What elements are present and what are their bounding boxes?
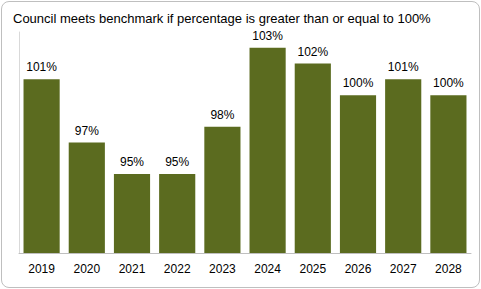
svg-text:2028: 2028 bbox=[435, 262, 462, 276]
svg-text:2021: 2021 bbox=[119, 262, 146, 276]
svg-text:101%: 101% bbox=[388, 60, 419, 74]
svg-text:2026: 2026 bbox=[345, 262, 372, 276]
svg-text:97%: 97% bbox=[75, 124, 99, 138]
svg-text:102%: 102% bbox=[297, 45, 328, 59]
svg-text:95%: 95% bbox=[165, 155, 189, 169]
svg-text:2027: 2027 bbox=[390, 262, 417, 276]
svg-text:2020: 2020 bbox=[73, 262, 100, 276]
svg-text:101%: 101% bbox=[26, 60, 57, 74]
svg-text:100%: 100% bbox=[343, 76, 374, 90]
svg-text:100%: 100% bbox=[433, 76, 464, 90]
svg-text:98%: 98% bbox=[210, 108, 234, 122]
svg-text:95%: 95% bbox=[120, 155, 144, 169]
svg-text:2019: 2019 bbox=[28, 262, 55, 276]
svg-text:2022: 2022 bbox=[164, 262, 191, 276]
svg-text:2023: 2023 bbox=[209, 262, 236, 276]
svg-text:2025: 2025 bbox=[299, 262, 326, 276]
svg-text:Council meets benchmark if per: Council meets benchmark if percentage is… bbox=[13, 11, 431, 26]
svg-text:103%: 103% bbox=[252, 29, 283, 43]
svg-text:2024: 2024 bbox=[254, 262, 281, 276]
